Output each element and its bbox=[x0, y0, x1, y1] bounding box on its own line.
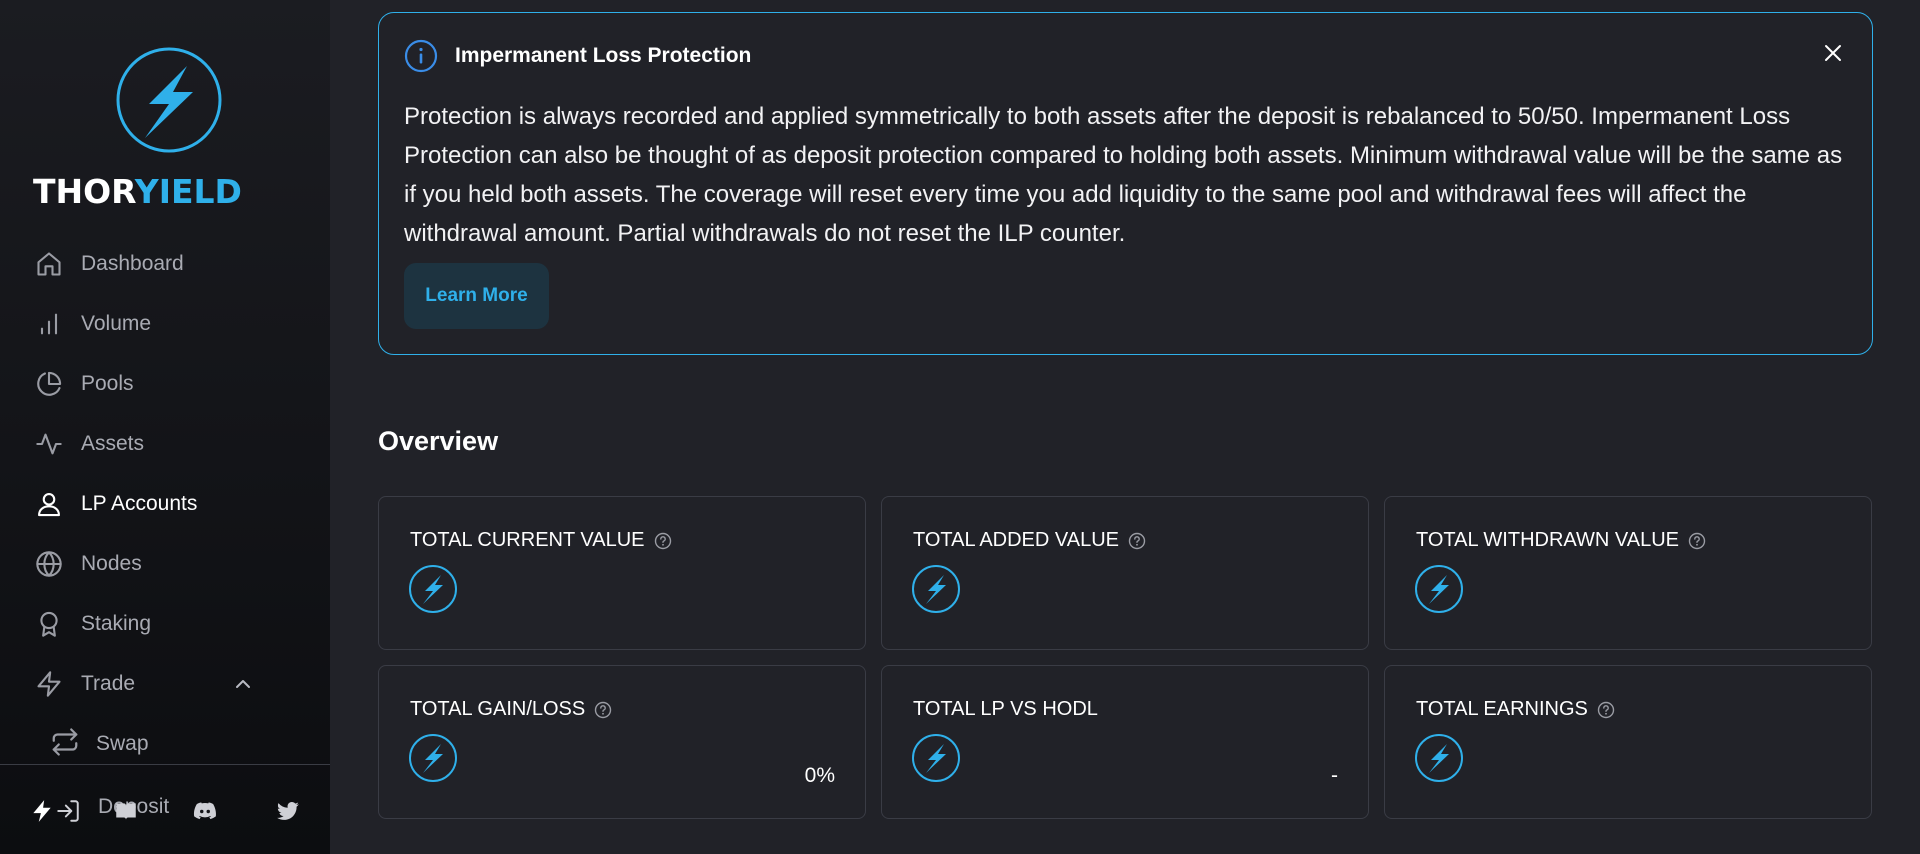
sidebar-item-label: Nodes bbox=[81, 552, 142, 575]
info-banner-title: Impermanent Loss Protection bbox=[455, 44, 752, 67]
sidebar: THORYIELD Dashboard Volume Pools bbox=[0, 0, 330, 854]
twitter-icon[interactable] bbox=[274, 797, 302, 825]
info-banner-body: Protection is always recorded and applie… bbox=[404, 103, 1843, 247]
sidebar-footer: Deposit bbox=[0, 764, 330, 854]
footer-social-links bbox=[28, 797, 308, 827]
stat-card-value: - bbox=[1331, 764, 1338, 787]
sidebar-item-label: Assets bbox=[81, 432, 145, 455]
home-icon bbox=[33, 248, 65, 280]
sidebar-item-label: Trade bbox=[81, 672, 136, 695]
help-circle-icon[interactable] bbox=[1128, 532, 1146, 550]
sidebar-subitem-swap[interactable]: Swap bbox=[50, 724, 149, 764]
rune-token-icon bbox=[408, 564, 458, 614]
stat-card-value: 0% bbox=[804, 764, 835, 787]
help-circle-icon[interactable] bbox=[1688, 532, 1706, 550]
help-circle-icon[interactable] bbox=[1597, 701, 1615, 719]
sidebar-item-assets[interactable]: Assets bbox=[33, 424, 293, 464]
help-circle-icon[interactable] bbox=[594, 701, 612, 719]
activity-icon bbox=[33, 428, 65, 460]
log-in-icon[interactable] bbox=[54, 797, 82, 825]
overview-title: Overview bbox=[378, 426, 499, 456]
stat-card-label: TOTAL GAIN/LOSS bbox=[410, 698, 612, 721]
rune-token-icon bbox=[911, 564, 961, 614]
stat-card-label-text: TOTAL EARNINGS bbox=[1416, 698, 1588, 720]
sidebar-item-trade[interactable]: Trade bbox=[33, 664, 293, 704]
brand-word-thor: THOR bbox=[33, 172, 135, 211]
discord-icon[interactable] bbox=[191, 797, 219, 825]
user-icon bbox=[33, 488, 65, 520]
stat-card-label-text: TOTAL CURRENT VALUE bbox=[410, 529, 645, 551]
stat-card-label: TOTAL ADDED VALUE bbox=[913, 529, 1146, 552]
brand-word-yield: YIELD bbox=[134, 172, 242, 211]
stat-card: TOTAL WITHDRAWN VALUE bbox=[1384, 496, 1872, 650]
pie-chart-icon bbox=[33, 368, 65, 400]
stat-card-label-text: TOTAL WITHDRAWN VALUE bbox=[1416, 529, 1679, 551]
stat-card-label-text: TOTAL LP VS HODL bbox=[913, 698, 1098, 720]
docs-icon[interactable] bbox=[112, 797, 140, 825]
stat-card-label: TOTAL CURRENT VALUE bbox=[410, 529, 672, 552]
stat-card-label: TOTAL WITHDRAWN VALUE bbox=[1416, 529, 1706, 552]
rune-token-icon bbox=[911, 733, 961, 783]
rune-token-icon bbox=[1414, 564, 1464, 614]
sidebar-item-dashboard[interactable]: Dashboard bbox=[33, 244, 293, 284]
stat-card-label: TOTAL LP VS HODL bbox=[913, 698, 1098, 721]
sidebar-item-label: Volume bbox=[81, 312, 152, 335]
bar-chart-icon bbox=[33, 308, 65, 340]
chevron-up-icon[interactable] bbox=[231, 672, 255, 701]
stat-card-label: TOTAL EARNINGS bbox=[1416, 698, 1615, 721]
sidebar-item-nodes[interactable]: Nodes bbox=[33, 544, 293, 584]
sidebar-item-label: Pools bbox=[81, 372, 134, 395]
stat-card: TOTAL CURRENT VALUE bbox=[378, 496, 866, 650]
stat-card: TOTAL LP VS HODL - bbox=[881, 665, 1369, 819]
sidebar-item-label: Swap bbox=[96, 732, 149, 755]
sidebar-item-label: LP Accounts bbox=[81, 492, 198, 515]
thoryield-logo-icon[interactable] bbox=[115, 46, 223, 154]
rune-token-icon bbox=[408, 733, 458, 783]
main-content: Impermanent Loss Protection Protection i… bbox=[330, 0, 1920, 854]
globe-icon bbox=[33, 548, 65, 580]
help-circle-icon[interactable] bbox=[654, 532, 672, 550]
stat-card: TOTAL GAIN/LOSS 0% bbox=[378, 665, 866, 819]
sidebar-item-pools[interactable]: Pools bbox=[33, 364, 293, 404]
stat-card-label-text: TOTAL ADDED VALUE bbox=[913, 529, 1119, 551]
sidebar-item-staking[interactable]: Staking bbox=[33, 604, 293, 644]
lightning-icon bbox=[33, 668, 65, 700]
rune-token-icon bbox=[1414, 733, 1464, 783]
sidebar-item-label: Dashboard bbox=[81, 252, 184, 275]
stat-card-label-text: TOTAL GAIN/LOSS bbox=[410, 698, 586, 720]
thorchain-icon[interactable] bbox=[28, 797, 56, 825]
learn-more-button[interactable]: Learn More bbox=[404, 263, 549, 329]
sidebar-item-label: Staking bbox=[81, 612, 152, 635]
ilp-info-banner: Impermanent Loss Protection Protection i… bbox=[378, 12, 1873, 355]
swap-icon bbox=[50, 727, 80, 762]
stat-card: TOTAL EARNINGS bbox=[1384, 665, 1872, 819]
stat-card: TOTAL ADDED VALUE bbox=[881, 496, 1369, 650]
award-icon bbox=[33, 608, 65, 640]
brand-wordmark[interactable]: THORYIELD bbox=[33, 172, 293, 212]
info-icon bbox=[404, 39, 438, 73]
sidebar-item-lp-accounts[interactable]: LP Accounts bbox=[33, 484, 293, 524]
close-icon[interactable] bbox=[1820, 40, 1846, 66]
sidebar-item-volume[interactable]: Volume bbox=[33, 304, 293, 344]
